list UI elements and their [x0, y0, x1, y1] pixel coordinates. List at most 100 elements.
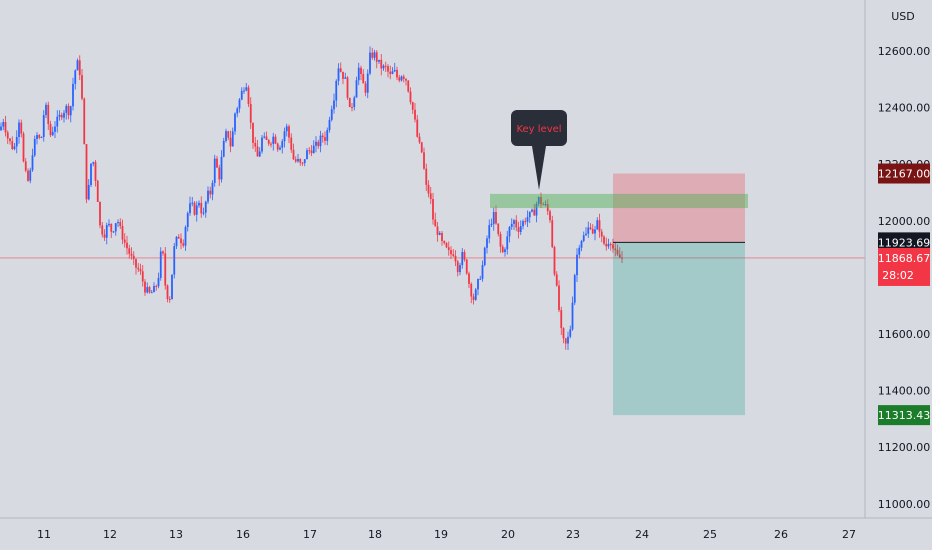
candle-body [110, 223, 113, 232]
time-axis[interactable]: 11 12 13 16 17 18 19 20 23 24 25 26 27 [37, 528, 856, 541]
time-tick-label: 18 [368, 528, 382, 541]
candle-body [81, 75, 83, 99]
time-tick-label: 25 [703, 528, 717, 541]
candle-body [564, 338, 567, 344]
svg-text:11868.67: 11868.67 [878, 252, 931, 265]
candle-body [411, 102, 414, 110]
candle-body [594, 229, 596, 234]
candle-body [580, 240, 583, 248]
candle-body [301, 162, 304, 164]
plot-area[interactable] [0, 0, 865, 518]
candle-body [573, 275, 576, 303]
candle-body [380, 59, 383, 69]
candle-body [335, 80, 338, 101]
candle-body [497, 223, 500, 235]
candle-body [101, 225, 104, 235]
short-position-tool[interactable] [613, 173, 745, 416]
time-tick-label: 17 [303, 528, 317, 541]
callout-label: Key level [516, 124, 561, 135]
candle-body [90, 163, 92, 186]
candle-body [492, 212, 495, 224]
key-level-zone[interactable] [490, 193, 748, 209]
candle-body [121, 226, 124, 240]
candle-body [137, 267, 140, 270]
candle-body [596, 220, 599, 230]
candle-body [245, 87, 248, 91]
candle-body [416, 119, 419, 137]
candle-body [139, 269, 142, 272]
candle-body [526, 217, 529, 222]
candle-body [555, 274, 558, 286]
candle-body [99, 201, 101, 226]
candle-body [366, 73, 369, 93]
candle-body [384, 65, 387, 67]
candle-body [483, 247, 486, 266]
candle-body [427, 184, 430, 194]
candle-body [153, 285, 155, 293]
candle-body [436, 226, 439, 235]
candle-body [348, 97, 351, 108]
candle-body [290, 137, 293, 150]
candle-body [229, 137, 232, 147]
svg-text:11313.43: 11313.43 [878, 409, 931, 422]
time-tick-label: 27 [842, 528, 856, 541]
candle-body [540, 197, 542, 205]
price-tick-label: 12000.00 [878, 215, 931, 228]
take-profit-zone[interactable] [613, 242, 745, 416]
candle-body [333, 100, 335, 110]
candle-body [220, 156, 223, 180]
candle-body [105, 225, 108, 238]
candle-body [234, 113, 236, 132]
candle-body [252, 122, 254, 143]
candle-body [87, 185, 90, 200]
candle-body [551, 220, 554, 248]
candle-body [56, 116, 59, 127]
candle-body [407, 80, 410, 92]
candle-body [13, 146, 16, 149]
candle-body [60, 114, 63, 118]
stop-loss-zone[interactable] [613, 173, 745, 243]
candle-body [423, 152, 425, 169]
key-level-callout[interactable]: Key level [511, 110, 567, 190]
candle-body [389, 71, 392, 74]
candle-body [616, 249, 619, 255]
candle-body [360, 67, 362, 75]
candle-body [560, 310, 563, 329]
candle-body [150, 292, 153, 294]
price-tick-label: 11200.00 [878, 441, 931, 454]
candle-body [571, 302, 574, 330]
candle-body [479, 278, 482, 280]
candle-body [96, 180, 99, 202]
candle-body [27, 170, 29, 181]
candle-body [330, 109, 333, 120]
candle-body [162, 251, 164, 254]
time-tick-label: 12 [103, 528, 117, 541]
candle-body [195, 205, 198, 215]
candle-body [618, 254, 621, 258]
candle-body [249, 103, 252, 123]
candle-body [164, 253, 167, 286]
callout-pointer [532, 146, 546, 190]
candle-body [67, 105, 70, 116]
candle-body [294, 159, 297, 162]
candle-body [222, 140, 225, 157]
candle-body [328, 119, 331, 130]
candle-body [441, 232, 443, 242]
candle-body [38, 134, 41, 138]
candle-body [578, 247, 581, 255]
candle-body [189, 203, 191, 214]
candle-body [132, 255, 135, 260]
candle-body [292, 149, 295, 160]
candle-body [159, 251, 162, 278]
candle-body [218, 167, 221, 180]
candle-body [119, 222, 122, 227]
candle-body [474, 289, 477, 300]
candle-body [263, 136, 266, 138]
candle-body [510, 223, 513, 227]
candle-body [454, 255, 457, 262]
candle-body [274, 136, 277, 144]
candle-body [400, 76, 403, 81]
candle-body [83, 98, 86, 145]
